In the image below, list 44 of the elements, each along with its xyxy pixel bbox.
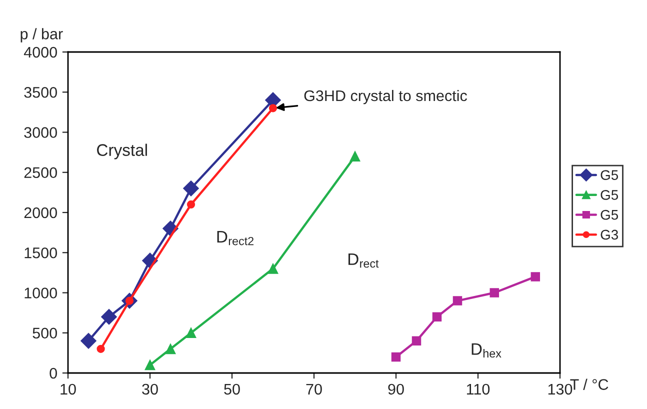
point [101,308,117,325]
point [350,151,360,162]
point [144,360,156,370]
annotation: Crystal [97,144,147,160]
point [80,333,96,349]
y-tick-label: 3500 [24,86,57,98]
x-axis-title: T / °C [570,378,608,390]
y-axis-title: p / bar [20,28,63,42]
point [490,288,500,298]
y-tick-label: 1500 [24,247,57,258]
y-tick-label: 1000 [24,288,57,298]
x-tick-label: 30 [142,384,158,395]
point [432,312,442,322]
y-tick-label: 2500 [24,167,57,178]
x-tick-label: 130 [548,384,572,395]
legend-label: G5 [600,210,618,220]
y-tick-label: 4000 [24,46,57,58]
point [412,336,422,346]
point [391,352,401,362]
point [165,344,176,354]
legend-label: G5 [600,190,618,200]
x-tick-label: 50 [224,384,240,395]
x-tick-label: 70 [306,384,322,395]
point [268,104,278,112]
point [183,180,199,196]
annotation: G3HD crystal to smectic [304,90,467,104]
point [452,296,462,306]
y-tick-label: 3000 [24,127,57,138]
point [186,200,196,209]
point [96,344,105,353]
point [268,264,278,274]
point [530,272,540,282]
x-tick-label: 90 [388,384,404,395]
y-tick-label: 2000 [24,207,57,218]
legend-label: G3 [600,230,618,240]
point [186,328,196,338]
y-tick-label: 500 [32,328,57,339]
legend-label: G5 [600,170,618,180]
annotation: D$_{hex}$ [472,343,502,358]
annotation: D$_{rect2}$ [217,230,254,246]
x-tick-label: 10 [60,384,76,395]
annotation: D$_{rect}$ [348,253,379,268]
y-tick-label: 0 [50,368,57,379]
x-tick-label: 110 [466,384,490,395]
